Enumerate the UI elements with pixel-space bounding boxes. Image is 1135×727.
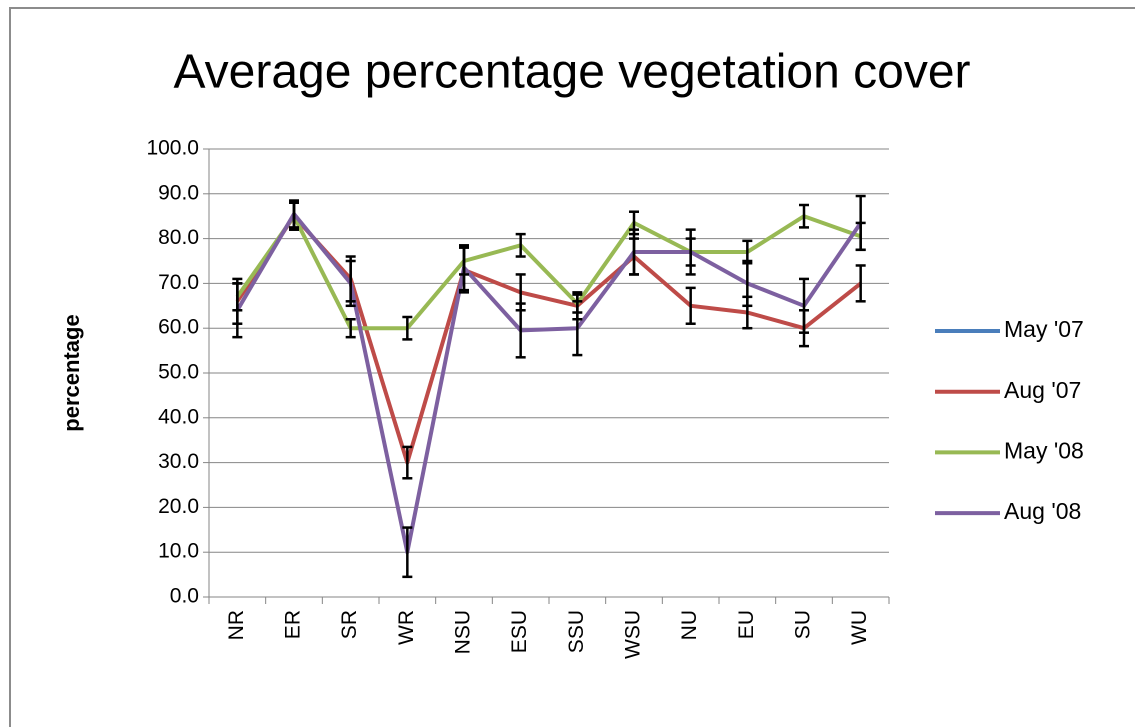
error-bar xyxy=(515,302,526,359)
error-bar xyxy=(629,228,639,276)
x-tick-label: SSU xyxy=(565,610,588,653)
y-tick-label: 0.0 xyxy=(170,585,199,608)
y-tick-label: 20.0 xyxy=(158,495,199,518)
x-tick-label: SU xyxy=(792,610,815,639)
series-line xyxy=(235,214,862,331)
series-line xyxy=(235,214,862,465)
x-tick-label: ER xyxy=(282,610,305,639)
x-tick-label: WR xyxy=(395,610,418,645)
y-axis-label: percentage xyxy=(59,314,84,431)
chart-title: Average percentage vegetation cover xyxy=(174,46,971,99)
x-tick-label: NSU xyxy=(452,610,475,654)
error-bar xyxy=(459,244,469,292)
error-bar xyxy=(402,526,413,579)
y-tick-label: 60.0 xyxy=(158,316,199,339)
error-bar xyxy=(402,445,413,480)
y-tick-label: 30.0 xyxy=(158,450,199,473)
y-tick-label: 50.0 xyxy=(158,361,199,384)
y-tick-label: 100.0 xyxy=(146,137,199,160)
legend-label: May '08 xyxy=(1004,437,1084,463)
error-bar xyxy=(402,315,413,341)
legend-label: Aug '08 xyxy=(1004,498,1081,524)
legend-label: Aug '07 xyxy=(1004,377,1081,403)
series-line xyxy=(235,212,863,555)
error-bar xyxy=(855,194,866,252)
error-bar xyxy=(799,277,809,334)
x-tick-label: EU xyxy=(735,610,758,639)
x-tick-label: NR xyxy=(225,610,248,640)
error-bar xyxy=(685,228,696,276)
x-tick-label: SR xyxy=(338,610,361,639)
error-bar xyxy=(232,282,243,339)
error-bar xyxy=(572,300,583,357)
y-tick-label: 80.0 xyxy=(158,226,199,249)
chart-frame xyxy=(9,7,1135,727)
error-bar xyxy=(742,259,753,308)
x-tick-label: NU xyxy=(678,610,701,640)
x-tick-label: WSU xyxy=(622,610,645,659)
y-tick-label: 90.0 xyxy=(158,181,199,204)
error-bar xyxy=(685,286,696,325)
x-tick-label: ESU xyxy=(508,610,531,653)
error-bar xyxy=(799,203,809,229)
legend-label: May '07 xyxy=(1004,316,1084,342)
y-tick-label: 40.0 xyxy=(158,405,199,428)
error-bar xyxy=(515,232,526,258)
error-bar xyxy=(289,199,299,229)
y-tick-label: 70.0 xyxy=(158,271,199,294)
y-tick-label: 10.0 xyxy=(158,540,199,563)
error-bar xyxy=(855,264,866,303)
error-bar xyxy=(345,259,356,308)
x-tick-label: WU xyxy=(848,610,871,645)
error-bar xyxy=(345,317,356,339)
